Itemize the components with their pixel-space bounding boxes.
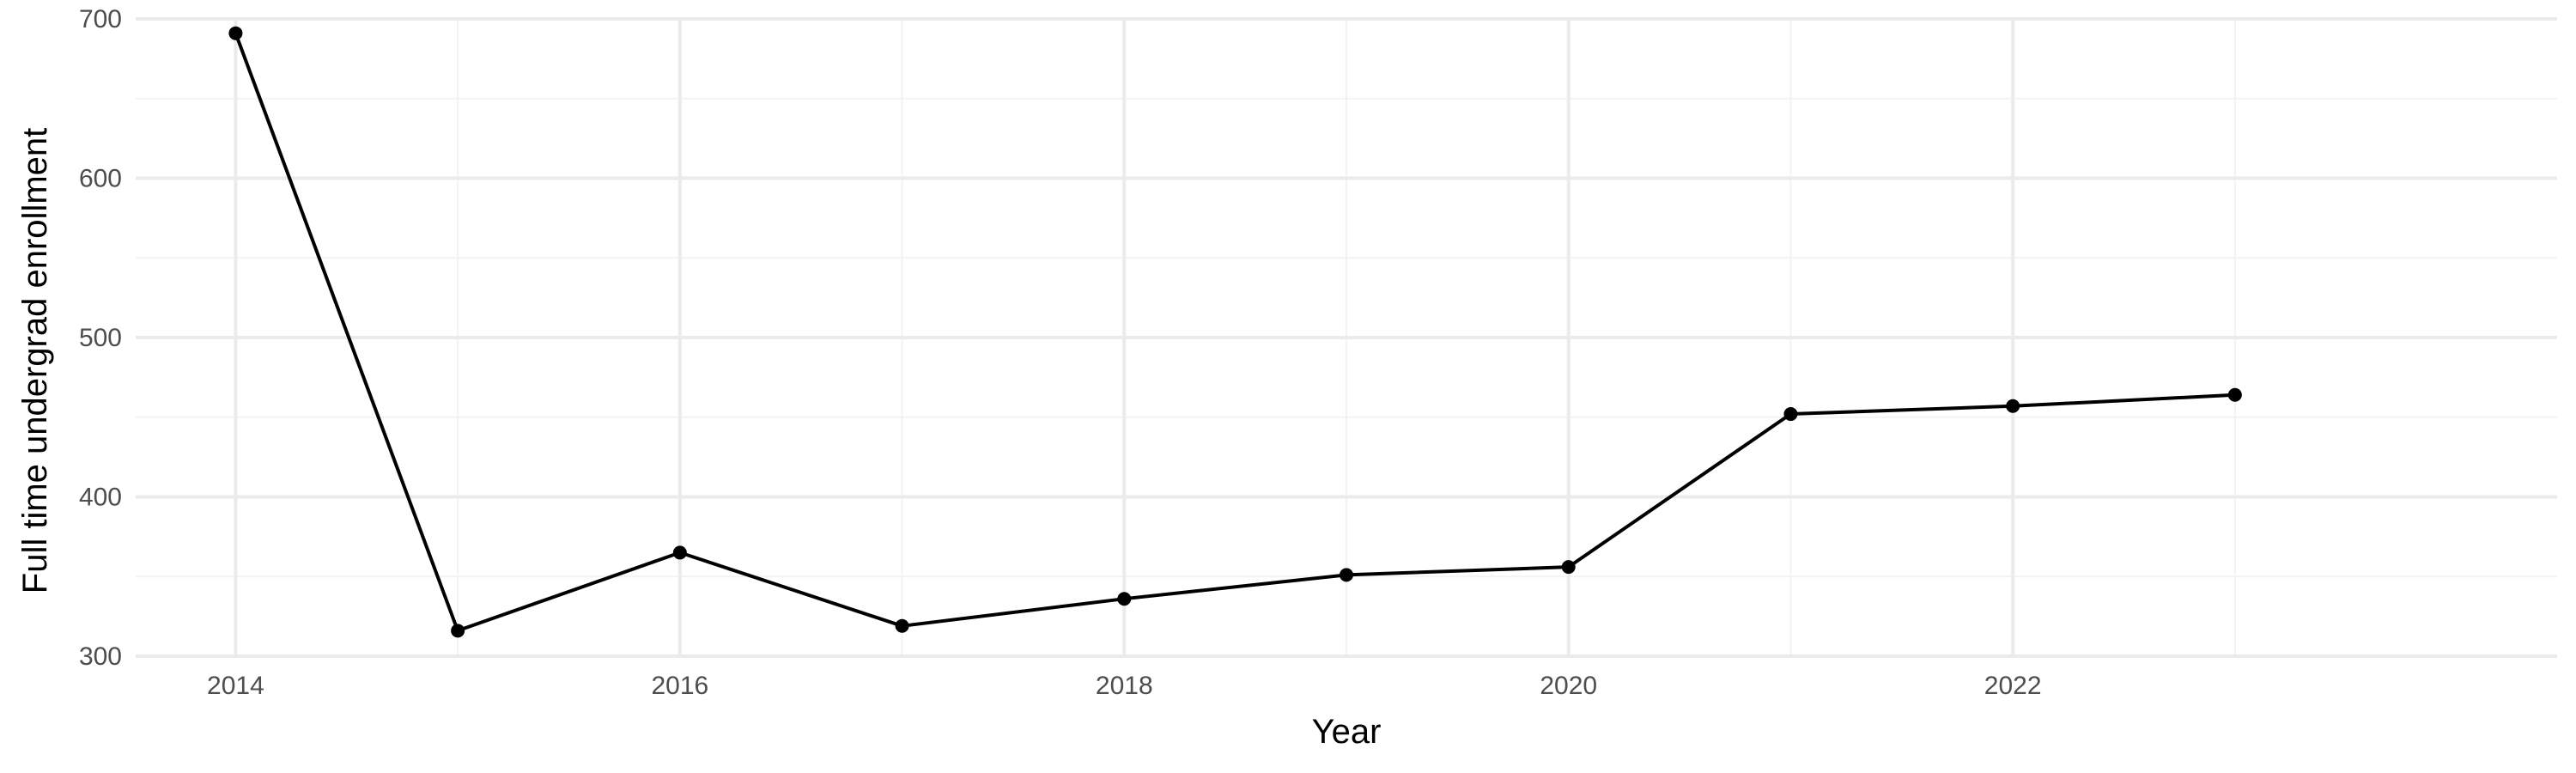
data-point [1561, 560, 1576, 575]
x-axis-title: Year [1312, 713, 1382, 751]
y-tick-label: 700 [79, 5, 122, 33]
y-tick-label: 600 [79, 165, 122, 193]
data-point [895, 618, 909, 633]
data-point [451, 624, 465, 638]
data-point [2227, 387, 2242, 402]
y-axis-title: Full time undergrad enrollment [16, 128, 54, 593]
major-gridlines [136, 17, 2557, 658]
x-tick-label: 2022 [1984, 672, 2042, 700]
y-axis-ticks: 300 400 500 600 700 [79, 5, 122, 671]
data-point [2006, 399, 2020, 413]
data-point [1340, 568, 1353, 582]
y-tick-label: 400 [79, 484, 122, 512]
x-tick-label: 2018 [1096, 672, 1153, 700]
x-tick-label: 2020 [1540, 672, 1597, 700]
data-point [1783, 407, 1798, 422]
y-tick-label: 300 [79, 642, 122, 671]
data-point [228, 26, 243, 40]
y-tick-label: 500 [79, 324, 122, 352]
x-tick-label: 2016 [651, 672, 708, 700]
data-point [672, 545, 687, 560]
series-line [234, 33, 2236, 633]
x-tick-label: 2014 [207, 672, 264, 700]
x-axis-ticks: 2014 2016 2018 2020 2022 [207, 672, 2041, 700]
series-layer [228, 26, 2242, 638]
data-point [1117, 592, 1132, 606]
